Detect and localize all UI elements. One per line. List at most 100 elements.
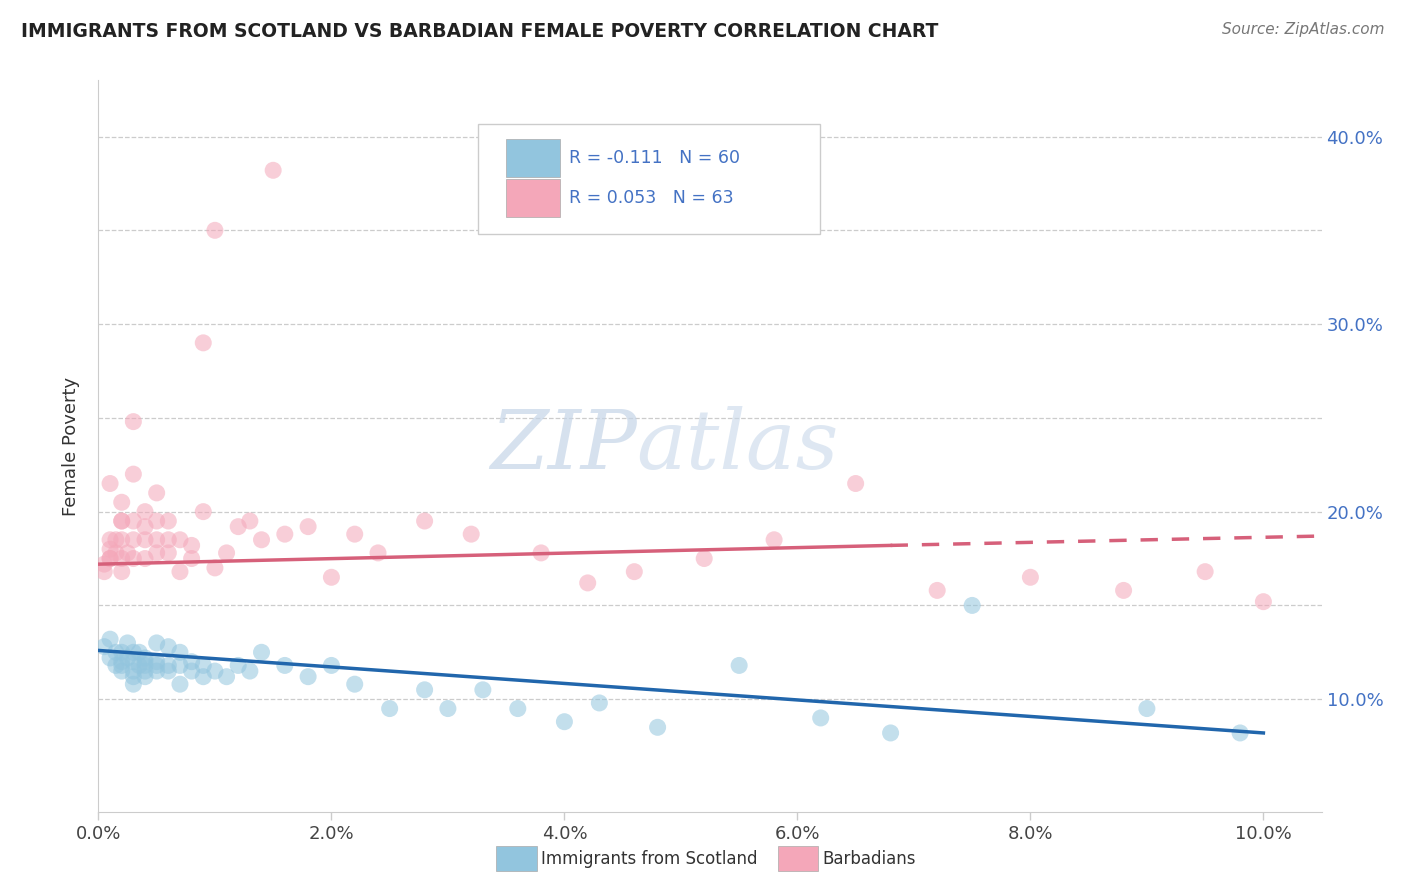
Point bbox=[810, 711, 832, 725]
Point bbox=[134, 533, 156, 547]
Point bbox=[1229, 726, 1251, 740]
Point bbox=[111, 514, 134, 528]
Point bbox=[122, 645, 145, 659]
Text: R = 0.053   N = 63: R = 0.053 N = 63 bbox=[569, 189, 734, 207]
Point bbox=[122, 551, 145, 566]
Point bbox=[104, 546, 127, 560]
Point bbox=[134, 519, 156, 533]
Point bbox=[1194, 565, 1216, 579]
Text: IMMIGRANTS FROM SCOTLAND VS BARBADIAN FEMALE POVERTY CORRELATION CHART: IMMIGRANTS FROM SCOTLAND VS BARBADIAN FE… bbox=[21, 22, 938, 41]
Point bbox=[1136, 701, 1159, 715]
Point bbox=[117, 651, 139, 665]
Point bbox=[204, 664, 226, 678]
Point bbox=[111, 645, 134, 659]
Text: R = -0.111   N = 60: R = -0.111 N = 60 bbox=[569, 149, 741, 167]
Point bbox=[239, 514, 262, 528]
Point bbox=[169, 658, 191, 673]
Point bbox=[262, 163, 284, 178]
Point bbox=[204, 223, 226, 237]
Point bbox=[157, 640, 180, 654]
Point bbox=[93, 557, 115, 571]
Text: atlas: atlas bbox=[637, 406, 839, 486]
Point bbox=[274, 658, 297, 673]
Point bbox=[122, 415, 145, 429]
Point bbox=[157, 664, 180, 678]
Point bbox=[215, 546, 238, 560]
Point bbox=[169, 565, 191, 579]
Point bbox=[321, 658, 343, 673]
Y-axis label: Female Poverty: Female Poverty bbox=[62, 376, 80, 516]
Point bbox=[111, 495, 134, 509]
Point bbox=[122, 670, 145, 684]
Point bbox=[693, 551, 716, 566]
Point bbox=[104, 533, 127, 547]
Point bbox=[98, 632, 121, 647]
FancyBboxPatch shape bbox=[506, 179, 560, 217]
Point bbox=[180, 551, 202, 566]
Point bbox=[647, 720, 669, 734]
Point bbox=[122, 664, 145, 678]
Point bbox=[845, 476, 868, 491]
Point bbox=[111, 551, 134, 566]
Point bbox=[879, 726, 901, 740]
Text: ZIP: ZIP bbox=[489, 406, 637, 486]
Point bbox=[343, 527, 366, 541]
Point bbox=[193, 670, 215, 684]
FancyBboxPatch shape bbox=[478, 124, 820, 234]
Point bbox=[169, 645, 191, 659]
Point bbox=[728, 658, 751, 673]
Point bbox=[111, 664, 134, 678]
Point bbox=[122, 514, 145, 528]
Point bbox=[134, 505, 156, 519]
Point bbox=[134, 655, 156, 669]
Point bbox=[193, 658, 215, 673]
Point bbox=[117, 636, 139, 650]
Point bbox=[122, 467, 145, 482]
Point bbox=[98, 651, 121, 665]
Point bbox=[1112, 583, 1135, 598]
Point bbox=[98, 533, 121, 547]
Point bbox=[122, 677, 145, 691]
Point bbox=[530, 546, 553, 560]
Point bbox=[122, 533, 145, 547]
Point bbox=[134, 664, 156, 678]
Point bbox=[1253, 595, 1275, 609]
Point bbox=[193, 335, 215, 350]
Point bbox=[111, 514, 134, 528]
Point bbox=[506, 701, 529, 715]
FancyBboxPatch shape bbox=[506, 139, 560, 177]
Point bbox=[157, 546, 180, 560]
Point bbox=[145, 486, 167, 500]
Point bbox=[1019, 570, 1042, 584]
Point bbox=[553, 714, 575, 729]
Text: Barbadians: Barbadians bbox=[823, 849, 917, 868]
Point bbox=[588, 696, 610, 710]
Point bbox=[343, 677, 366, 691]
Point bbox=[128, 658, 150, 673]
Point bbox=[93, 640, 115, 654]
Point bbox=[145, 658, 167, 673]
Point bbox=[169, 677, 191, 691]
Point bbox=[193, 505, 215, 519]
Point bbox=[413, 514, 436, 528]
Point bbox=[239, 664, 262, 678]
Point bbox=[128, 645, 150, 659]
Point bbox=[927, 583, 949, 598]
Point bbox=[111, 565, 134, 579]
Point bbox=[134, 658, 156, 673]
Point bbox=[111, 655, 134, 669]
Point bbox=[378, 701, 401, 715]
Point bbox=[180, 538, 202, 552]
Point bbox=[960, 599, 983, 613]
Point bbox=[117, 546, 139, 560]
Point bbox=[98, 551, 121, 566]
Point bbox=[215, 670, 238, 684]
Point bbox=[98, 551, 121, 566]
Point bbox=[104, 658, 127, 673]
Point bbox=[226, 658, 249, 673]
Point bbox=[204, 561, 226, 575]
Point bbox=[250, 533, 273, 547]
Point bbox=[471, 682, 494, 697]
Point bbox=[576, 575, 599, 590]
Point bbox=[623, 565, 645, 579]
